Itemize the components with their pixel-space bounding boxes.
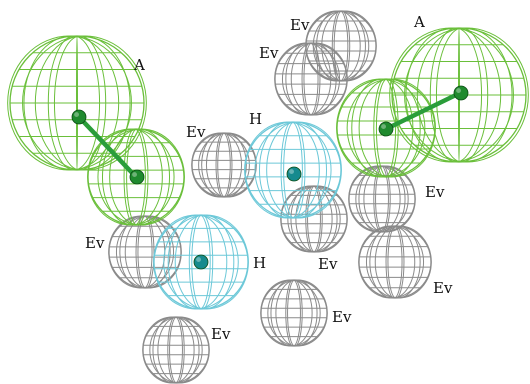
ev-sphere-bottom-mid bbox=[260, 279, 328, 347]
label-acceptor-left: A bbox=[133, 56, 145, 74]
acceptor-sphere-left-small bbox=[87, 128, 185, 226]
acceptor-sphere-left-large bbox=[7, 35, 147, 171]
hydrophobe-centroid-center-highlight bbox=[289, 169, 294, 174]
hydrophobe-sphere-center bbox=[244, 121, 342, 219]
label-ev-bottom-mid: Ev bbox=[332, 308, 352, 326]
label-acceptor-right: A bbox=[413, 13, 425, 31]
label-ev-top-2: Ev bbox=[259, 44, 279, 62]
label-ev-top-1: Ev bbox=[290, 16, 310, 34]
label-ev-right-2: Ev bbox=[433, 279, 453, 297]
acceptor-atom-right-2-highlight bbox=[456, 88, 461, 94]
label-hydrophobe-center: H bbox=[249, 110, 262, 128]
ev-sphere-center-1 bbox=[280, 185, 348, 253]
label-ev-bottom-left: Ev bbox=[211, 325, 231, 343]
hydrophobe-centroid-lower-left-highlight bbox=[196, 257, 201, 262]
acceptor-atom-right-1-highlight bbox=[381, 124, 386, 129]
acceptor-vector-right bbox=[383, 90, 463, 132]
ev-sphere-right-2 bbox=[358, 225, 432, 299]
hydrophobe-centroid-lower-left bbox=[193, 254, 209, 270]
ev-sphere-bottom-left bbox=[142, 316, 210, 384]
ev-sphere-right-1 bbox=[348, 165, 416, 233]
label-ev-left-mid: Ev bbox=[186, 123, 206, 141]
label-ev-left-low: Ev bbox=[85, 234, 105, 252]
ev-sphere-left-mid bbox=[191, 132, 257, 198]
label-ev-center-low: Ev bbox=[318, 255, 338, 273]
acceptor-atom-left-2 bbox=[129, 169, 145, 185]
acceptor-atom-left-1-highlight bbox=[74, 112, 80, 118]
acceptor-vector-left bbox=[76, 114, 139, 180]
hydrophobe-centroid-center bbox=[286, 166, 302, 182]
acceptor-atom-left-2-highlight bbox=[132, 172, 137, 177]
acceptor-atom-right-2 bbox=[453, 85, 469, 101]
acceptor-atom-left-1 bbox=[71, 109, 87, 125]
ev-sphere-top-2 bbox=[274, 42, 348, 116]
label-ev-right-1: Ev bbox=[425, 183, 445, 201]
ev-sphere-top-1 bbox=[305, 10, 377, 82]
acceptor-atom-right-1 bbox=[378, 121, 394, 137]
label-hydrophobe-lower-left: H bbox=[253, 254, 266, 272]
